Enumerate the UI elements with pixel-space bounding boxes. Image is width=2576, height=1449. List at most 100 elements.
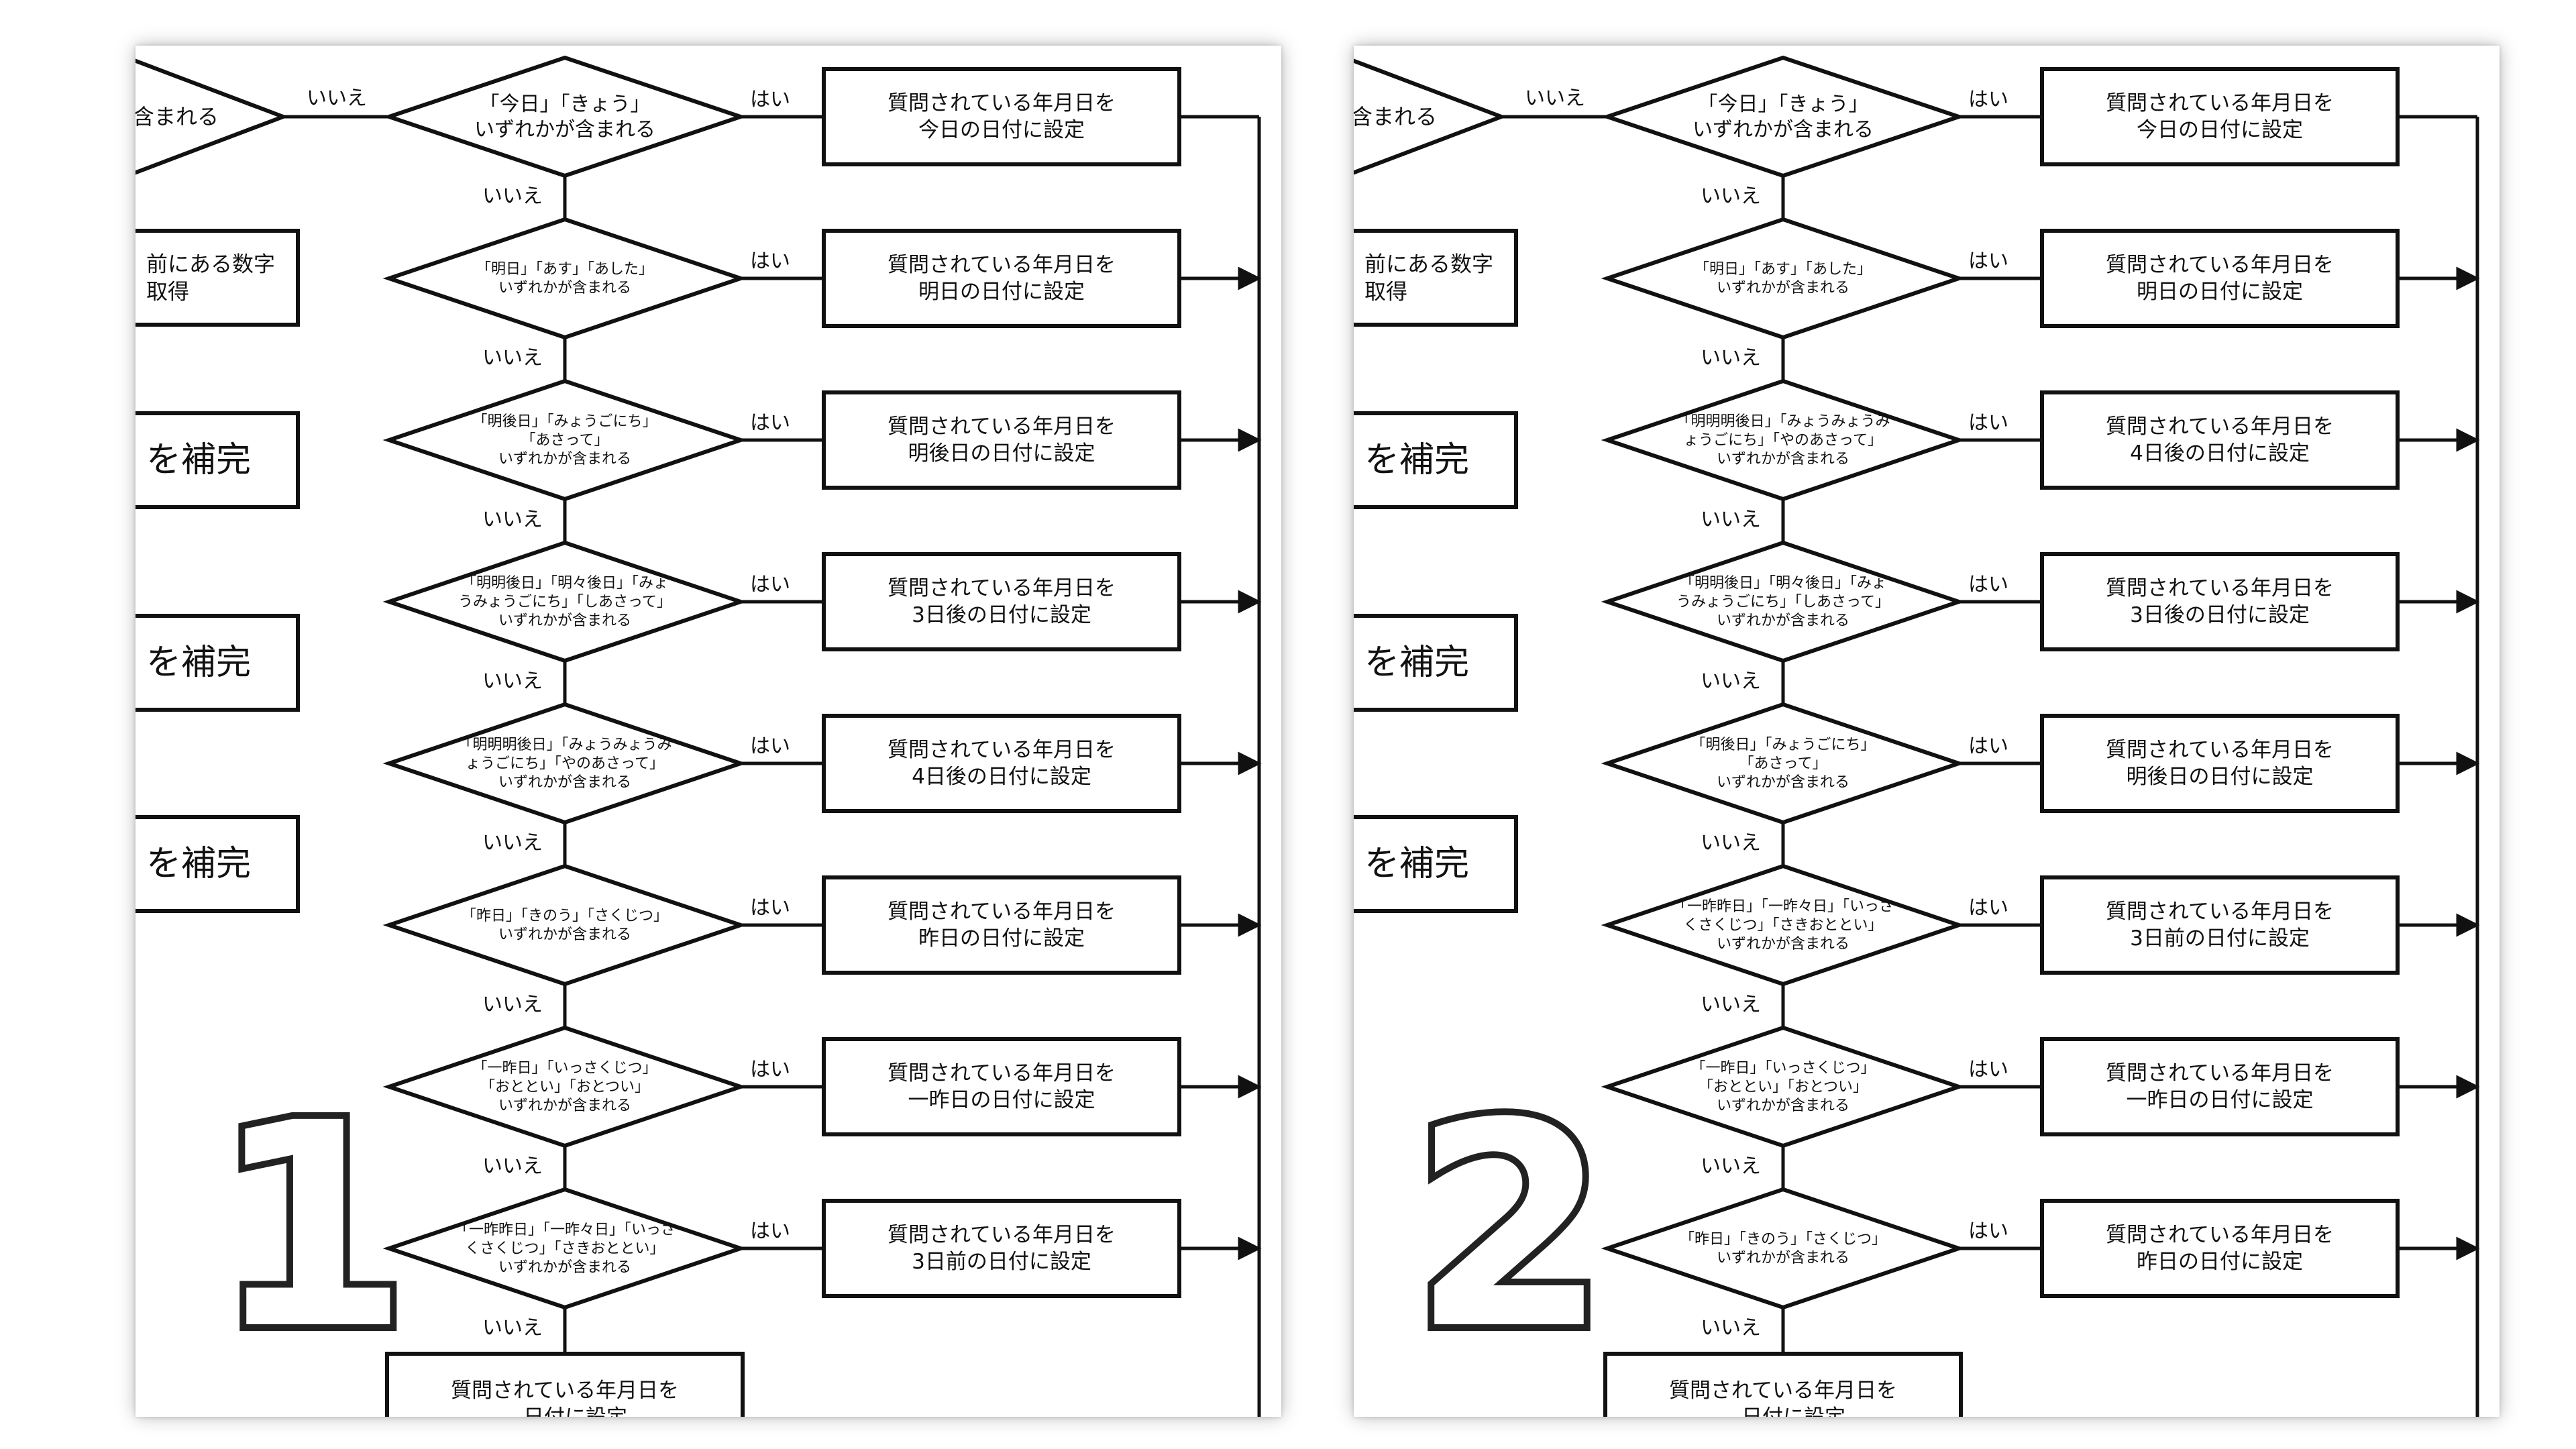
decision-condition-text-line: くさくじつ」「さきおととい」 bbox=[465, 1240, 664, 1257]
action-box-text-line: 一昨日の日付に設定 bbox=[908, 1088, 1095, 1112]
partial-decision bbox=[136, 58, 289, 175]
bottom-action-box bbox=[1603, 1352, 1963, 1417]
action-box-text: 質問されている年月日を明後日の日付に設定 bbox=[2106, 738, 2334, 789]
action-box-text-line: 質問されている年月日を bbox=[888, 1061, 1116, 1085]
action-box-text-line: 質問されている年月日を bbox=[2106, 415, 2334, 439]
decision-condition-text: 「明明後日」「明々後日」「みょうみょうごにち」「しあさって」いずれかが含まれる bbox=[458, 574, 672, 629]
action-box bbox=[2040, 67, 2400, 166]
yes-label: はい bbox=[1968, 250, 2008, 273]
decision-condition-text-line: 「あさって」 bbox=[1739, 755, 1827, 772]
action-box bbox=[822, 552, 1181, 651]
decision-condition-text-line: いずれかが含まれる bbox=[498, 280, 631, 297]
action-box-text: 質問されている年月日を明日の日付に設定 bbox=[2106, 253, 2334, 304]
no-label-line: いいえ bbox=[1701, 1155, 1761, 1178]
action-box bbox=[2040, 1199, 2400, 1298]
no-label: いいえ bbox=[482, 831, 543, 855]
decision-diamond bbox=[1601, 217, 1966, 340]
yes-label: はい bbox=[1968, 88, 2008, 111]
partial-process-text: を補完 bbox=[146, 844, 251, 884]
decision-condition-text-line: いずれかが含まれる bbox=[1717, 774, 1849, 791]
decision-condition-text-line: くさくじつ」「さきおととい」 bbox=[1683, 917, 1882, 934]
partial-process-box bbox=[1354, 411, 1518, 509]
no-label-line: いいえ bbox=[482, 1316, 543, 1340]
bottom-action-text-line: …日付に設定 bbox=[502, 1405, 627, 1417]
action-box-text-line: 質問されている年月日を bbox=[888, 1223, 1116, 1247]
decision-condition-text-line: いずれかが含まれる bbox=[1717, 451, 1849, 468]
action-box-text-line: 質問されている年月日を bbox=[888, 91, 1116, 115]
action-box bbox=[822, 229, 1181, 328]
decision-condition-text-line: いずれかが含まれる bbox=[498, 612, 631, 629]
partial-process-text-line: を補完 bbox=[146, 643, 251, 683]
partial-process-text-line: を補完 bbox=[1364, 440, 1469, 480]
decision-condition-text: 「明明明後日」「みょうみょうみょうごにち」「やのあさって」いずれかが含まれる bbox=[458, 736, 672, 790]
no-label: いいえ bbox=[482, 1316, 543, 1340]
decision-condition-text: 「明日」「あす」「あした」いずれかが含まれる bbox=[1695, 260, 1872, 296]
partial-process-text-line: を補完 bbox=[146, 440, 251, 480]
partial-process-box bbox=[1354, 229, 1518, 327]
decision-condition-text-line: 「昨日」「きのう」「さくじつ」 bbox=[462, 907, 668, 924]
decision-condition-text-line: いずれかが含まれる bbox=[1717, 1097, 1849, 1114]
no-label-line: いいえ bbox=[1701, 669, 1761, 693]
action-box bbox=[2040, 390, 2400, 490]
partial-process-text: を補完 bbox=[1364, 440, 1469, 480]
bottom-action-text-line: …日付に設定 bbox=[1721, 1405, 1845, 1417]
action-box-text-line: 明後日の日付に設定 bbox=[908, 441, 1095, 466]
partial-process-box bbox=[136, 815, 300, 913]
action-box bbox=[2040, 229, 2400, 328]
partial-decision-text: 含まれる bbox=[136, 104, 219, 129]
action-box-text-line: 質問されている年月日を bbox=[888, 738, 1116, 762]
decision-condition-text: 「昨日」「きのう」「さくじつ」いずれかが含まれる bbox=[1680, 1230, 1886, 1266]
decision-condition-text-line: 「一昨昨日」「一昨々日」「いっさ bbox=[1672, 898, 1894, 914]
decision-condition-text-line: 「明明後日」「明々後日」「みょ bbox=[462, 574, 668, 591]
decision-condition-text-line: うみょうごにち」「しあさって」 bbox=[1676, 594, 1890, 610]
no-label: いいえ bbox=[1701, 1155, 1761, 1178]
action-box-text: 質問されている年月日を 3日後の日付に設定 bbox=[2106, 576, 2334, 627]
action-box-text-line: 明日の日付に設定 bbox=[2137, 280, 2303, 304]
no-label: いいえ bbox=[1701, 1316, 1761, 1340]
yes-label-line: はい bbox=[1968, 1058, 2008, 1081]
no-label-line: いいえ bbox=[1701, 993, 1761, 1016]
decision-condition-text: 「明明後日」「明々後日」「みょうみょうごにち」「しあさって」いずれかが含まれる bbox=[1676, 574, 1890, 629]
decision-condition-text-line: 「明明明後日」「みょうみょうみ bbox=[458, 736, 672, 753]
action-box-text: 質問されている年月日を 4日後の日付に設定 bbox=[888, 738, 1116, 789]
decision-diamond bbox=[1601, 55, 1966, 178]
decision-condition-text: 「一昨昨日」「一昨々日」「いっさくさくじつ」「さきおととい」いずれかが含まれる bbox=[1672, 898, 1894, 952]
action-box-text: 質問されている年月日を 3日前の日付に設定 bbox=[888, 1223, 1116, 1274]
decision-condition-text: 「明日」「あす」「あした」いずれかが含まれる bbox=[476, 260, 653, 296]
no-label-line: いいえ bbox=[482, 346, 543, 370]
partial-process-box bbox=[1354, 815, 1518, 913]
partial-process-box bbox=[136, 614, 300, 712]
partial-process-text: 前にある数字取得 bbox=[146, 252, 275, 305]
no-label: いいえ bbox=[1525, 87, 1585, 110]
yes-label-line: はい bbox=[1968, 1220, 2008, 1243]
action-box-text-line: 明後日の日付に設定 bbox=[2127, 765, 2314, 789]
decision-condition-text-line: いずれかが含まれる bbox=[498, 451, 631, 468]
partial-decision-text-line: 含まれる bbox=[136, 104, 219, 129]
no-label-line: いいえ bbox=[307, 87, 367, 110]
action-box bbox=[822, 714, 1181, 813]
no-label: いいえ bbox=[482, 993, 543, 1016]
yes-label: はい bbox=[750, 896, 790, 920]
yes-label-line: はい bbox=[750, 896, 790, 920]
bottom-action-text: 質問されている年月日を …日付に設定 bbox=[1669, 1379, 1897, 1417]
decision-condition-text-line: いずれかが含まれる bbox=[498, 1097, 631, 1114]
yes-label: はい bbox=[1968, 1058, 2008, 1081]
partial-decision-text: 含まれる bbox=[1354, 104, 1437, 129]
no-label-line: いいえ bbox=[482, 669, 543, 693]
partial-process-text-line: 取得 bbox=[146, 278, 189, 304]
action-box-text-line: 昨日の日付に設定 bbox=[2137, 1250, 2303, 1274]
decision-condition-text-line: いずれかが含まれる bbox=[498, 1259, 631, 1276]
decision-condition-text-line: 「おととい」「おとつい」 bbox=[480, 1079, 649, 1095]
action-box-text: 質問されている年月日を明後日の日付に設定 bbox=[888, 415, 1116, 466]
partial-process-text-line: 取得 bbox=[1364, 278, 1407, 304]
decision-condition-text-line: ょうごにち」「やのあさって」 bbox=[1684, 432, 1882, 449]
action-box bbox=[822, 1037, 1181, 1136]
action-box-text-line: 明日の日付に設定 bbox=[918, 280, 1085, 304]
action-box bbox=[822, 1199, 1181, 1298]
decision-condition-text: 「明後日」「みょうごにち」「あさって」いずれかが含まれる bbox=[472, 413, 657, 467]
action-box-text-line: 質問されている年月日を bbox=[888, 415, 1116, 439]
decision-condition-text: 「今日」「きょう」いずれかが含まれる bbox=[474, 92, 655, 141]
action-box bbox=[2040, 714, 2400, 813]
decision-condition-text: 「明明明後日」「みょうみょうみょうごにち」「やのあさって」いずれかが含まれる bbox=[1676, 413, 1890, 467]
no-label: いいえ bbox=[1701, 508, 1761, 531]
